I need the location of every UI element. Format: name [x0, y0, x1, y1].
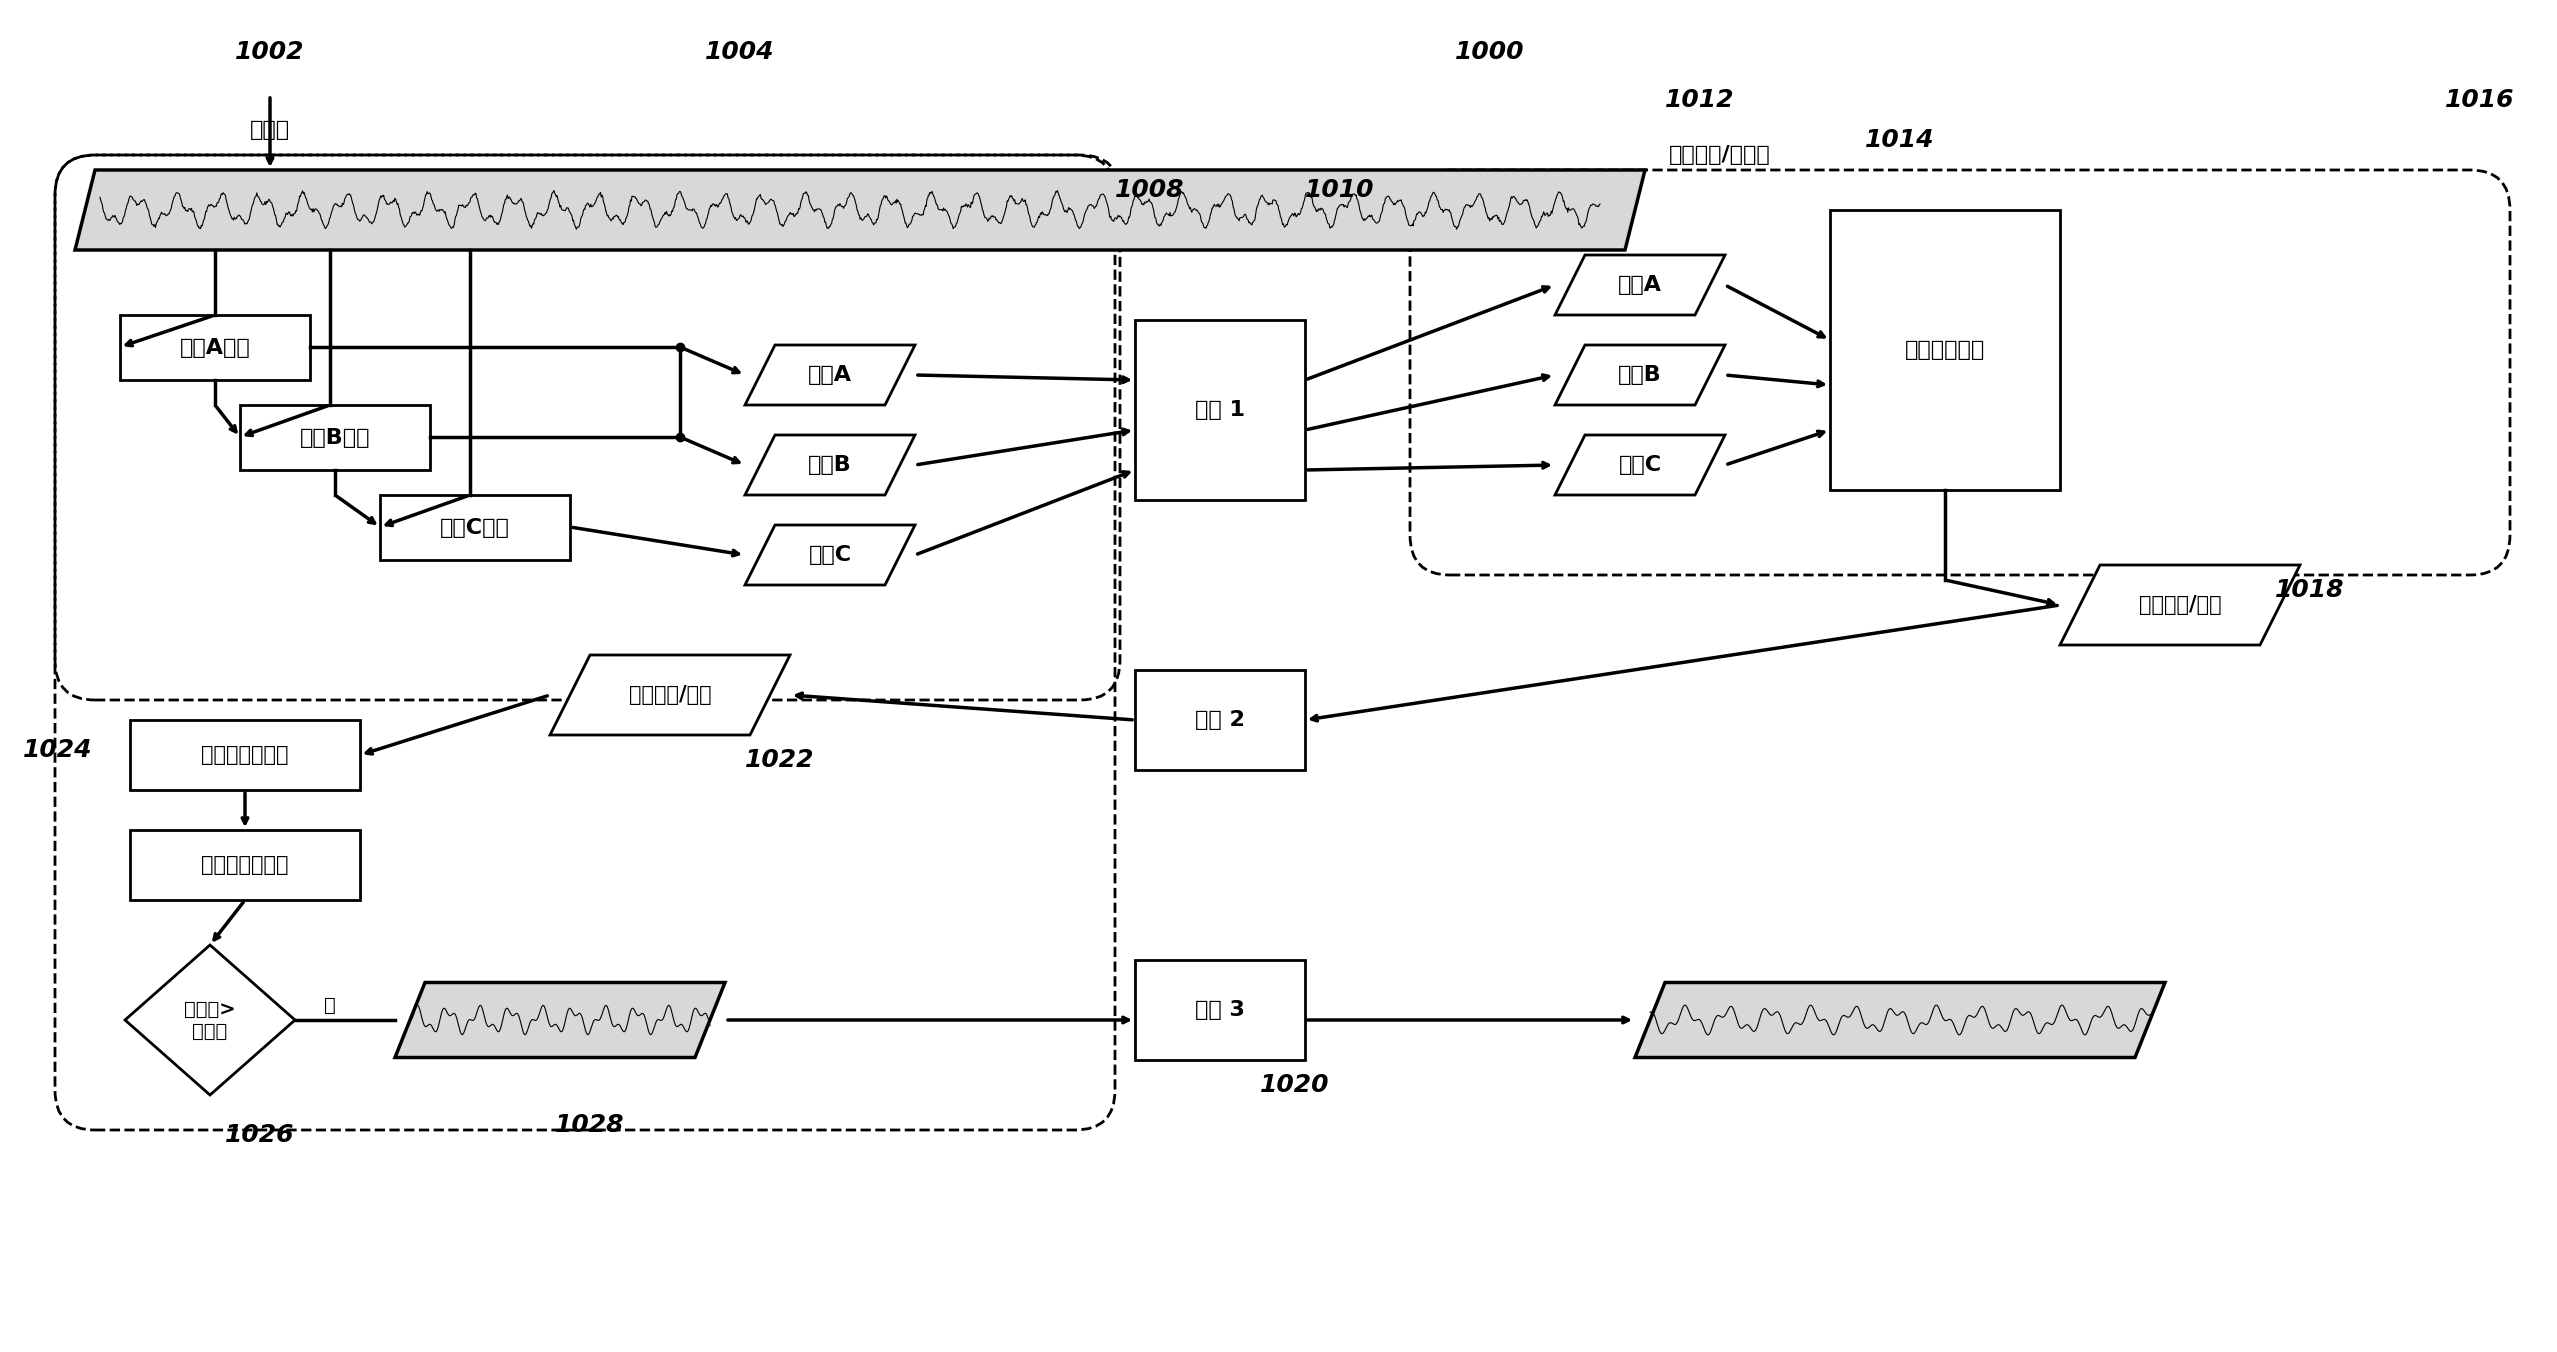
Text: 1014: 1014: [1864, 128, 1936, 151]
Polygon shape: [1634, 983, 2166, 1057]
Polygon shape: [744, 525, 915, 585]
FancyBboxPatch shape: [130, 721, 361, 790]
Polygon shape: [744, 435, 915, 495]
FancyBboxPatch shape: [240, 406, 430, 470]
Text: 特征A提取: 特征A提取: [179, 338, 251, 357]
Text: 节律分析/位置: 节律分析/位置: [2138, 595, 2222, 615]
FancyBboxPatch shape: [1135, 320, 1304, 500]
Text: 1016: 1016: [2444, 88, 2514, 112]
FancyBboxPatch shape: [1831, 210, 2061, 489]
Text: 特征C: 特征C: [1619, 456, 1662, 475]
FancyBboxPatch shape: [120, 315, 309, 380]
Text: 1008: 1008: [1115, 178, 1184, 201]
Text: 特征C: 特征C: [808, 545, 851, 565]
Text: 传输 2: 传输 2: [1194, 710, 1245, 730]
Text: 特征B: 特征B: [1619, 365, 1662, 385]
Text: 特征C提取: 特征C提取: [440, 518, 509, 538]
FancyBboxPatch shape: [381, 495, 570, 560]
Text: 1026: 1026: [225, 1124, 294, 1146]
FancyBboxPatch shape: [130, 830, 361, 900]
Polygon shape: [550, 654, 790, 735]
Text: 特征A: 特征A: [1619, 274, 1662, 295]
Polygon shape: [2061, 565, 2299, 645]
Text: 1022: 1022: [744, 748, 816, 772]
Text: 1002: 1002: [235, 41, 304, 64]
Text: 传输 1: 传输 1: [1194, 400, 1245, 420]
Text: 特征B: 特征B: [808, 456, 851, 475]
Text: 节律置信度确定: 节律置信度确定: [202, 854, 289, 875]
Text: 特征B提取: 特征B提取: [299, 427, 371, 448]
Text: 访问存储的数据: 访问存储的数据: [202, 745, 289, 765]
Text: 节律推断系统: 节律推断系统: [1905, 339, 1984, 360]
Text: 1020: 1020: [1261, 1073, 1330, 1096]
Text: 1012: 1012: [1665, 88, 1734, 112]
Polygon shape: [394, 983, 726, 1057]
Text: 1010: 1010: [1304, 178, 1376, 201]
FancyBboxPatch shape: [1135, 671, 1304, 771]
Polygon shape: [74, 170, 1644, 250]
Text: 处理装置/服务器: 处理装置/服务器: [1670, 145, 1772, 165]
Text: 1024: 1024: [23, 738, 92, 763]
Text: 置信度>
阈値？: 置信度> 阈値？: [184, 999, 235, 1041]
Text: 1000: 1000: [1455, 41, 1524, 64]
Text: 传感器: 传感器: [251, 120, 289, 141]
Polygon shape: [744, 345, 915, 406]
FancyBboxPatch shape: [1135, 960, 1304, 1060]
Text: 是: 是: [325, 995, 335, 1014]
Text: 1004: 1004: [706, 41, 775, 64]
Polygon shape: [125, 945, 294, 1095]
Text: 1018: 1018: [2276, 579, 2345, 602]
Text: 节律分析/位置: 节律分析/位置: [629, 685, 711, 704]
Text: 传输 3: 传输 3: [1194, 1000, 1245, 1019]
Polygon shape: [1555, 435, 1726, 495]
Polygon shape: [1555, 345, 1726, 406]
Text: 特征A: 特征A: [808, 365, 851, 385]
Text: 1028: 1028: [555, 1113, 624, 1137]
Polygon shape: [1555, 256, 1726, 315]
